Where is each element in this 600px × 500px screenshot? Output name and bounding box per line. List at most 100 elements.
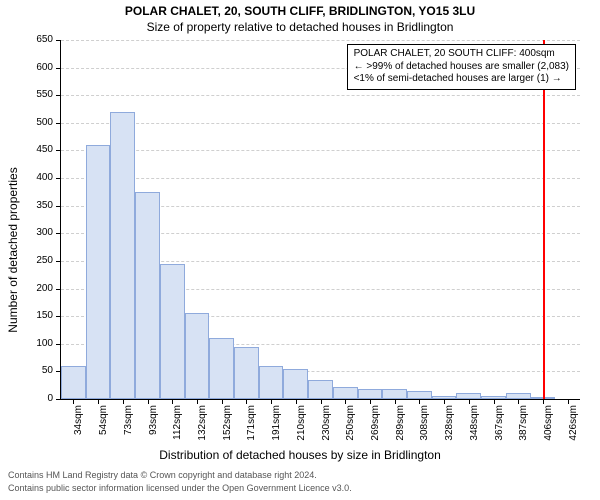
histogram-bar [358, 389, 383, 399]
x-tick-label: 73sqm [123, 405, 134, 435]
x-tick [469, 399, 470, 404]
footer-line-2: Contains public sector information licen… [8, 483, 352, 493]
y-tick [56, 178, 61, 179]
annotation-line: <1% of semi-detached houses are larger (… [354, 73, 569, 86]
x-tick-label: 348sqm [469, 405, 480, 441]
annotation-box: POLAR CHALET, 20 SOUTH CLIFF: 400sqm← >9… [347, 44, 576, 90]
histogram-bar [160, 264, 185, 399]
x-tick-label: 230sqm [321, 405, 332, 441]
y-tick [56, 40, 61, 41]
y-tick [56, 95, 61, 96]
x-tick [148, 399, 149, 404]
y-tick-label: 300 [23, 227, 53, 238]
histogram-bar [333, 387, 358, 399]
y-tick [56, 316, 61, 317]
y-tick [56, 233, 61, 234]
chart-title-sub: Size of property relative to detached ho… [0, 20, 600, 34]
y-tick [56, 150, 61, 151]
x-tick [395, 399, 396, 404]
y-tick-label: 150 [23, 310, 53, 321]
y-tick-label: 50 [23, 365, 53, 376]
x-tick-label: 250sqm [345, 405, 356, 441]
gridline [61, 95, 580, 96]
x-tick [98, 399, 99, 404]
y-tick-label: 100 [23, 338, 53, 349]
x-tick-label: 328sqm [444, 405, 455, 441]
annotation-line: ← >99% of detached houses are smaller (2… [354, 61, 569, 74]
x-tick-label: 308sqm [419, 405, 430, 441]
histogram-bar [259, 366, 284, 399]
x-tick-label: 426sqm [568, 405, 579, 441]
x-tick [73, 399, 74, 404]
histogram-bar [110, 112, 135, 399]
y-tick [56, 123, 61, 124]
x-tick-label: 152sqm [222, 405, 233, 441]
x-tick [568, 399, 569, 404]
y-tick-label: 200 [23, 283, 53, 294]
x-tick [246, 399, 247, 404]
histogram-bar [135, 192, 160, 399]
x-tick-label: 34sqm [73, 405, 84, 435]
x-tick [123, 399, 124, 404]
y-tick-label: 0 [23, 393, 53, 404]
y-tick [56, 261, 61, 262]
x-tick-label: 387sqm [518, 405, 529, 441]
gridline [61, 40, 580, 41]
x-tick [296, 399, 297, 404]
chart-container: POLAR CHALET, 20, SOUTH CLIFF, BRIDLINGT… [0, 0, 600, 500]
marker-line [543, 40, 545, 399]
gridline [61, 150, 580, 151]
histogram-bar [283, 369, 308, 399]
y-tick [56, 206, 61, 207]
y-tick [56, 289, 61, 290]
x-tick-label: 54sqm [98, 405, 109, 435]
histogram-bar [234, 347, 259, 399]
y-tick-label: 550 [23, 89, 53, 100]
x-tick-label: 269sqm [370, 405, 381, 441]
histogram-bar [86, 145, 111, 399]
x-tick [321, 399, 322, 404]
y-tick-label: 500 [23, 117, 53, 128]
y-tick [56, 68, 61, 69]
x-tick-label: 93sqm [148, 405, 159, 435]
x-tick-label: 171sqm [246, 405, 257, 441]
x-tick-label: 289sqm [395, 405, 406, 441]
x-tick [444, 399, 445, 404]
x-tick-label: 112sqm [172, 405, 183, 440]
x-tick [197, 399, 198, 404]
x-tick [271, 399, 272, 404]
footer-line-1: Contains HM Land Registry data © Crown c… [8, 470, 317, 480]
x-tick-label: 367sqm [494, 405, 505, 441]
x-tick [494, 399, 495, 404]
chart-title-main: POLAR CHALET, 20, SOUTH CLIFF, BRIDLINGT… [0, 4, 600, 18]
x-tick [370, 399, 371, 404]
x-tick [222, 399, 223, 404]
x-axis-label: Distribution of detached houses by size … [0, 448, 600, 462]
x-tick [518, 399, 519, 404]
x-tick [419, 399, 420, 404]
y-tick-label: 450 [23, 144, 53, 155]
y-tick-label: 650 [23, 34, 53, 45]
histogram-bar [382, 389, 407, 399]
histogram-bar [61, 366, 86, 399]
gridline [61, 123, 580, 124]
x-tick-label: 191sqm [271, 405, 282, 441]
x-tick-label: 406sqm [543, 405, 554, 441]
y-tick-label: 350 [23, 200, 53, 211]
annotation-line: POLAR CHALET, 20 SOUTH CLIFF: 400sqm [354, 48, 569, 61]
histogram-bar [407, 391, 432, 399]
x-tick-label: 210sqm [296, 405, 307, 441]
x-tick [172, 399, 173, 404]
y-tick [56, 399, 61, 400]
y-tick-label: 250 [23, 255, 53, 266]
y-axis-label: Number of detached properties [6, 167, 20, 332]
y-tick-label: 400 [23, 172, 53, 183]
gridline [61, 178, 580, 179]
y-tick [56, 344, 61, 345]
y-tick-label: 600 [23, 62, 53, 73]
x-tick [543, 399, 544, 404]
x-tick [345, 399, 346, 404]
histogram-bar [209, 338, 234, 399]
histogram-bar [308, 380, 333, 399]
plot-area: 0501001502002503003504004505005506006503… [60, 40, 580, 400]
